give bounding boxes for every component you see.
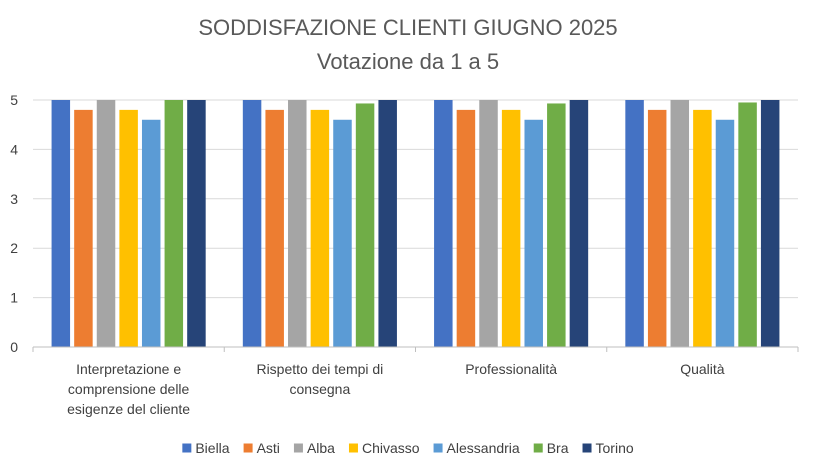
legend-swatch bbox=[243, 443, 253, 453]
bar-bra-cat3 bbox=[547, 103, 566, 348]
legend-item-chivasso: Chivasso bbox=[348, 440, 420, 456]
x-category-label: Interpretazione e comprensione delle esige… bbox=[67, 361, 190, 417]
y-tick-label: 1 bbox=[10, 290, 18, 306]
bar-biella-cat2 bbox=[242, 100, 262, 347]
bar-alba-cat4 bbox=[670, 100, 690, 347]
chart-title: SODDISFAZIONE CLIENTI GIUGNO 2025 bbox=[198, 15, 617, 40]
bar-alessandria-cat3 bbox=[524, 119, 543, 347]
y-tick-label: 4 bbox=[10, 141, 18, 157]
bar-alessandria-cat1 bbox=[141, 119, 161, 347]
bar-torino-cat2 bbox=[378, 100, 397, 347]
legend-item-alessandria: Alessandria bbox=[433, 440, 520, 456]
bar-bra-cat1 bbox=[164, 100, 184, 347]
bar-alba-cat3 bbox=[479, 100, 498, 347]
legend-item-torino: Torino bbox=[582, 440, 634, 456]
x-category-label: Rispetto dei tempi di consegna bbox=[256, 361, 383, 397]
bar-biella-cat3 bbox=[434, 100, 453, 347]
legend-label: Bra bbox=[547, 440, 569, 456]
bar-torino-cat1 bbox=[187, 100, 206, 347]
bar-asti-cat4 bbox=[647, 109, 667, 347]
bar-chivasso-cat3 bbox=[501, 109, 521, 347]
legend-item-biella: Biella bbox=[182, 440, 230, 456]
bar-chivasso-cat4 bbox=[693, 109, 712, 347]
y-tick-label: 5 bbox=[10, 92, 18, 108]
bar-asti-cat3 bbox=[456, 109, 476, 347]
bar-bra-cat4 bbox=[738, 102, 757, 347]
x-category-label: Qualità bbox=[680, 361, 725, 377]
y-tick-label: 0 bbox=[10, 339, 18, 355]
x-category-label: Professionalità bbox=[465, 361, 557, 377]
legend-swatch bbox=[533, 443, 543, 453]
legend-item-alba: Alba bbox=[293, 440, 335, 456]
legend-label: Biella bbox=[195, 440, 229, 456]
legend-swatch bbox=[293, 443, 303, 453]
legend-label: Chivasso bbox=[362, 440, 420, 456]
legend-label: Alba bbox=[307, 440, 335, 456]
bar-asti-cat2 bbox=[265, 109, 284, 347]
bar-alba-cat1 bbox=[96, 100, 116, 347]
bar-chivasso-cat1 bbox=[119, 109, 138, 347]
bar-alessandria-cat4 bbox=[715, 119, 735, 347]
bar-biella-cat1 bbox=[51, 100, 71, 347]
x-axis bbox=[32, 346, 799, 352]
bar-alessandria-cat2 bbox=[333, 119, 352, 347]
legend-label: Asti bbox=[257, 440, 280, 456]
legend-item-asti: Asti bbox=[243, 440, 280, 456]
grid-lines bbox=[33, 99, 798, 299]
category-labels: Interpretazione e comprensione delle esige… bbox=[67, 361, 725, 417]
legend-swatch bbox=[582, 443, 592, 453]
chart-subtitle: Votazione da 1 a 5 bbox=[317, 49, 499, 74]
y-tick-label: 3 bbox=[10, 191, 18, 207]
legend-item-bra: Bra bbox=[533, 440, 569, 456]
bar-biella-cat4 bbox=[625, 100, 644, 347]
legend: Biella Asti Alba Chivasso Alessandria Bra Tori… bbox=[182, 440, 634, 456]
y-axis-ticks: 0 1 2 3 4 5 bbox=[10, 92, 18, 355]
y-tick-label: 2 bbox=[10, 240, 18, 256]
bar-bra-cat2 bbox=[355, 103, 375, 348]
legend-swatch bbox=[348, 443, 358, 453]
legend-label: Torino bbox=[596, 440, 634, 456]
legend-swatch bbox=[433, 443, 443, 453]
legend-swatch bbox=[182, 443, 192, 453]
bar-alba-cat2 bbox=[288, 100, 307, 347]
legend-label: Alessandria bbox=[447, 440, 520, 456]
bar-asti-cat1 bbox=[74, 109, 93, 347]
bars bbox=[51, 100, 780, 348]
bar-chivasso-cat2 bbox=[310, 109, 330, 347]
bar-torino-cat4 bbox=[760, 100, 780, 347]
bar-torino-cat3 bbox=[569, 100, 589, 347]
